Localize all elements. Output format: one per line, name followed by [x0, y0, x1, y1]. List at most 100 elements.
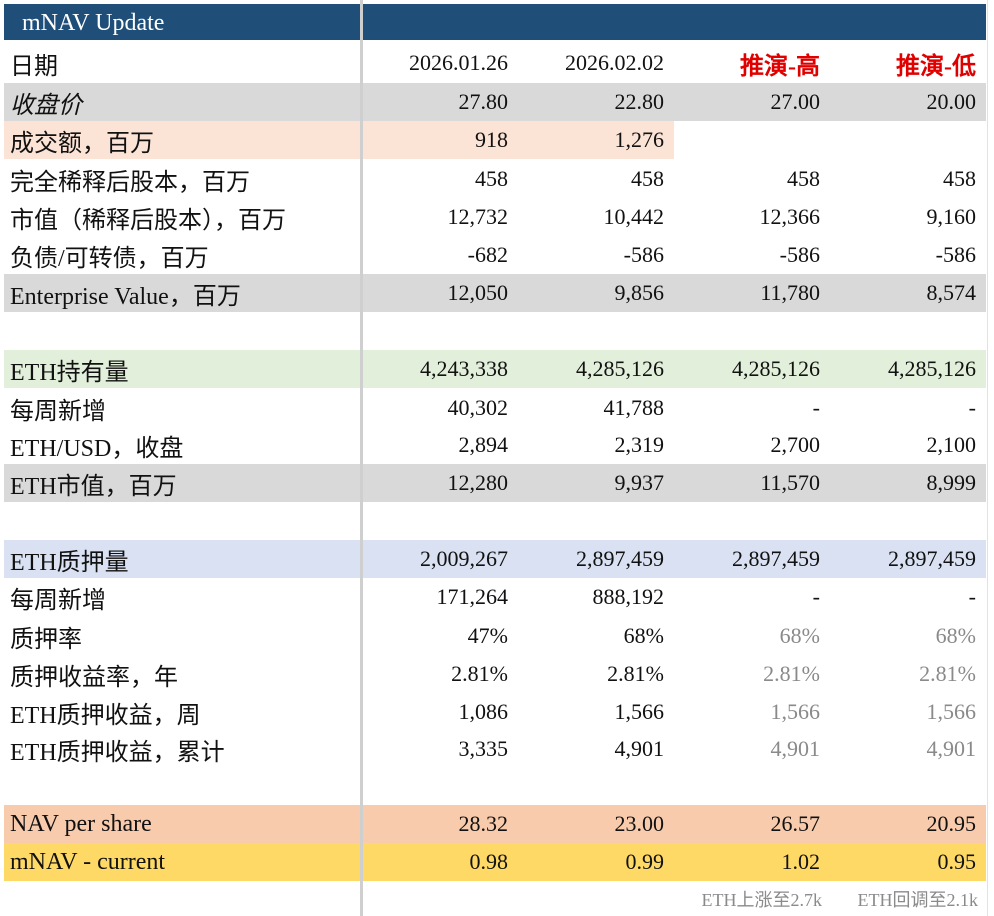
row-label: ETH/USD，收盘 — [10, 435, 184, 462]
cell: 2,100 — [926, 432, 977, 457]
table-row: ETH/USD，收盘 2,894 2,319 2,700 2,100 — [0, 426, 994, 464]
row-band — [4, 121, 674, 159]
cell: 1.02 — [781, 849, 821, 874]
cell: 68% — [935, 623, 976, 648]
cell: 40,302 — [447, 395, 509, 420]
footnote-row: ETH上涨至2.7k ETH回调至2.1k — [0, 884, 994, 914]
cell: 4,901 — [770, 736, 821, 761]
cell: -586 — [623, 242, 664, 267]
cell: 171,264 — [436, 584, 509, 609]
cell: 458 — [943, 166, 976, 191]
cell: 2,009,267 — [420, 546, 508, 571]
cell: -586 — [935, 242, 976, 267]
row-label: 质押率 — [10, 626, 82, 653]
row-label: 每周新增 — [10, 587, 106, 614]
cell: 4,901 — [614, 736, 665, 761]
table-row: 质押率 47% 68% 68% 68% — [0, 617, 994, 655]
row-band — [4, 540, 986, 578]
table-row: 负债/可转债，百万 -682 -586 -586 -586 — [0, 236, 994, 274]
cell: 8,574 — [926, 280, 977, 305]
cell: 1,086 — [458, 699, 509, 724]
row-label: 完全稀释后股本，百万 — [10, 169, 250, 196]
cell: 1,276 — [614, 127, 665, 152]
row-label: NAV per share — [10, 810, 152, 837]
cell: 68% — [623, 623, 664, 648]
cell: 2.81% — [919, 661, 976, 686]
table-row: NAV per share 28.32 23.00 26.57 20.95 — [0, 805, 994, 843]
cell: 458 — [475, 166, 508, 191]
cell: 0.99 — [625, 849, 665, 874]
table-row: 每周新增 40,302 41,788 - - — [0, 389, 994, 427]
table-row: ETH市值，百万 12,280 9,937 11,570 8,999 — [0, 464, 994, 502]
cell: 458 — [787, 166, 820, 191]
cell: 0.95 — [937, 849, 977, 874]
row-band — [4, 464, 986, 502]
right-border — [987, 0, 988, 916]
cell: - — [812, 584, 820, 609]
cell: 4,901 — [926, 736, 977, 761]
table-row: 每周新增 171,264 888,192 - - — [0, 578, 994, 616]
date-row: 日期 2026.01.26 2026.02.02 推演-高 推演-低 — [0, 44, 994, 82]
row-label: 市值（稀释后股本），百万 — [10, 207, 286, 234]
cell: 1,566 — [614, 699, 665, 724]
cell: 888,192 — [592, 584, 665, 609]
cell: 0.98 — [469, 849, 509, 874]
cell: 2.81% — [763, 661, 820, 686]
cell: 8,999 — [926, 470, 977, 495]
cell: 9,937 — [614, 470, 665, 495]
date-col2: 2026.02.02 — [565, 50, 664, 75]
cell: 2,319 — [614, 432, 665, 457]
row-label: 成交额，百万 — [10, 130, 154, 157]
title-header-fill — [363, 4, 986, 40]
title-header-cell: mNAV Update — [4, 4, 360, 40]
row-label: ETH持有量 — [10, 359, 129, 386]
cell: 10,442 — [603, 204, 665, 229]
cell: - — [968, 584, 976, 609]
row-label: 收盘价 — [10, 92, 82, 119]
cell: 1,566 — [770, 699, 821, 724]
table-row: 市值（稀释后股本），百万 12,732 10,442 12,366 9,160 — [0, 198, 994, 236]
cell: 1,566 — [926, 699, 977, 724]
row-label: 负债/可转债，百万 — [10, 245, 209, 272]
table-row: 收盘价 27.80 22.80 27.00 20.00 — [0, 83, 994, 121]
cell: 12,366 — [759, 204, 821, 229]
row-band — [4, 350, 986, 388]
table-row: mNAV - current 0.98 0.99 1.02 0.95 — [0, 843, 994, 881]
projection-high-header: 推演-高 — [740, 53, 820, 80]
footnote-high: ETH上涨至2.7k — [701, 890, 823, 910]
cell: 4,243,338 — [420, 356, 508, 381]
table-row: ETH质押量 2,009,267 2,897,459 2,897,459 2,8… — [0, 540, 994, 578]
cell: 2,700 — [770, 432, 821, 457]
row-label: 每周新增 — [10, 398, 106, 425]
cell: 68% — [779, 623, 820, 648]
cell: 4,285,126 — [888, 356, 976, 381]
row-label: ETH质押量 — [10, 549, 129, 576]
cell: 47% — [467, 623, 508, 648]
cell: 20.00 — [926, 89, 977, 114]
row-label: ETH市值，百万 — [10, 473, 177, 500]
row-label: 质押收益率，年 — [10, 664, 178, 691]
cell: 27.80 — [458, 89, 509, 114]
cell: 20.95 — [926, 811, 977, 836]
row-label: ETH质押收益，累计 — [10, 739, 225, 766]
date-col1: 2026.01.26 — [409, 50, 508, 75]
table-row: 质押收益率，年 2.81% 2.81% 2.81% 2.81% — [0, 655, 994, 693]
cell: 12,280 — [447, 470, 509, 495]
footnote-low: ETH回调至2.1k — [857, 890, 979, 910]
date-label: 日期 — [10, 53, 58, 80]
cell: 2,897,459 — [576, 546, 664, 571]
cell: 918 — [475, 127, 508, 152]
cell: 4,285,126 — [576, 356, 664, 381]
cell: 9,856 — [614, 280, 665, 305]
cell: 11,780 — [760, 280, 820, 305]
cell: 26.57 — [770, 811, 821, 836]
row-band — [4, 83, 986, 121]
cell: 2,894 — [458, 432, 509, 457]
row-label: ETH质押收益，周 — [10, 702, 201, 729]
cell: 12,050 — [447, 280, 509, 305]
cell: 2,897,459 — [732, 546, 820, 571]
projection-low-header: 推演-低 — [896, 53, 976, 80]
row-label: mNAV - current — [10, 848, 166, 875]
cell: 41,788 — [603, 395, 665, 420]
